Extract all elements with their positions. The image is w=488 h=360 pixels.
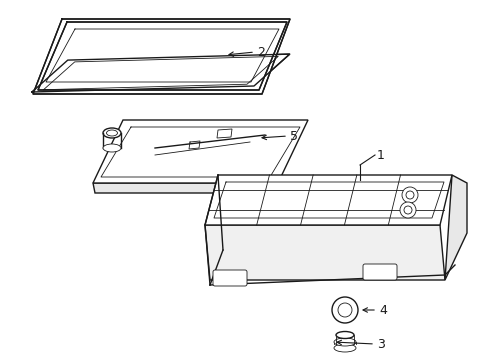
Polygon shape [444, 175, 466, 280]
Polygon shape [32, 54, 289, 92]
Ellipse shape [103, 144, 121, 152]
Circle shape [401, 187, 417, 203]
Ellipse shape [333, 344, 355, 352]
Ellipse shape [335, 332, 353, 338]
Text: 3: 3 [376, 338, 384, 351]
Ellipse shape [106, 130, 117, 136]
Polygon shape [217, 129, 231, 138]
Polygon shape [93, 120, 307, 183]
Circle shape [331, 297, 357, 323]
Circle shape [399, 202, 415, 218]
FancyBboxPatch shape [213, 270, 246, 286]
Circle shape [403, 206, 411, 214]
Ellipse shape [103, 128, 121, 138]
Circle shape [337, 303, 351, 317]
Text: 5: 5 [289, 130, 297, 143]
Text: 4: 4 [378, 303, 386, 316]
Polygon shape [204, 175, 451, 225]
Polygon shape [38, 22, 286, 90]
Polygon shape [93, 183, 280, 193]
Ellipse shape [333, 338, 355, 346]
Polygon shape [33, 19, 289, 94]
Text: 1: 1 [376, 149, 384, 162]
FancyBboxPatch shape [362, 264, 396, 280]
Circle shape [405, 191, 413, 199]
Text: 2: 2 [257, 45, 264, 59]
Polygon shape [204, 225, 444, 280]
